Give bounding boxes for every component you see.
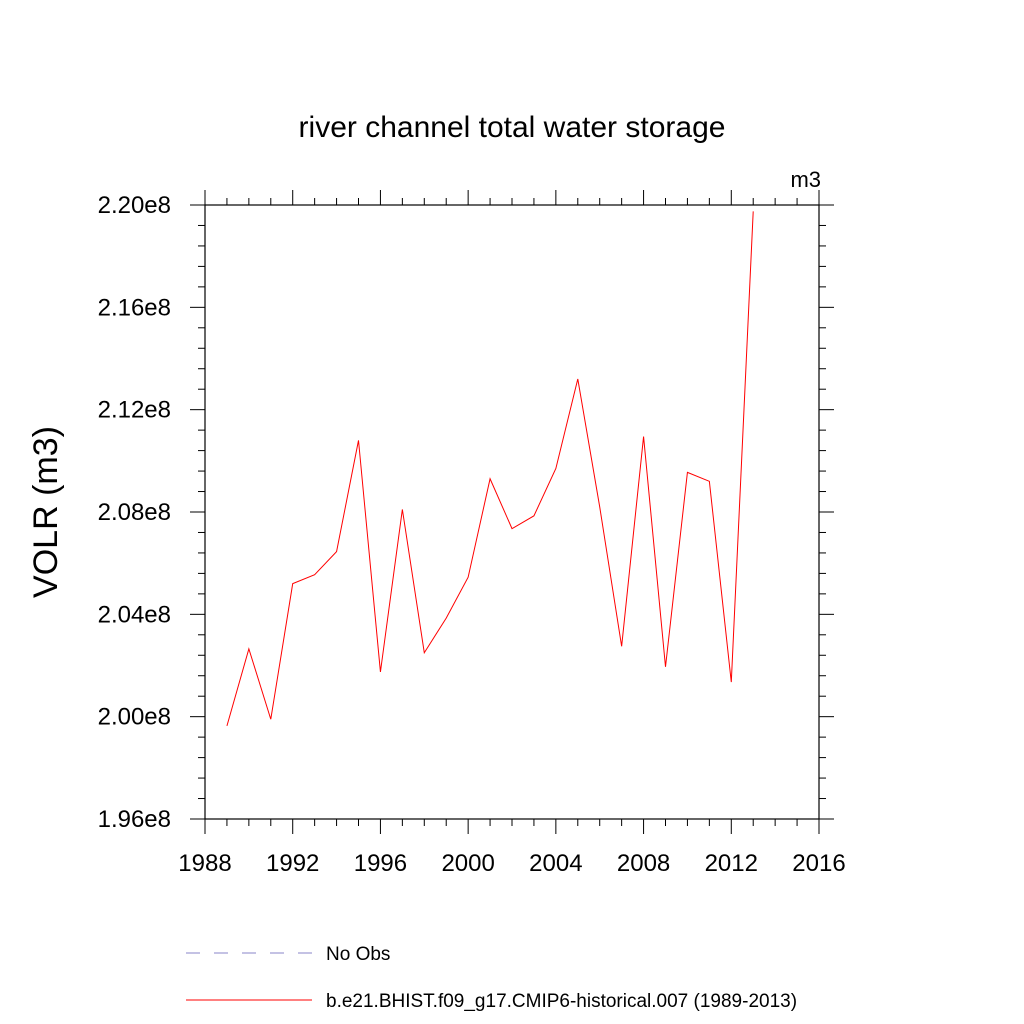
y-tick-label: 1.96e8: [98, 806, 171, 833]
legend-label-historical: b.e21.BHIST.f09_g17.CMIP6-historical.007…: [326, 991, 797, 1012]
y-tick-label: 2.12e8: [98, 397, 171, 424]
x-tick-label: 1988: [178, 850, 231, 877]
y-tick-label: 2.16e8: [98, 294, 171, 321]
series-layer: [226, 211, 754, 727]
chart-title: river channel total water storage: [299, 111, 726, 144]
series-line-1: [226, 211, 754, 727]
y-axis-label: VOLR (m3): [27, 426, 65, 598]
x-tick-label: 2012: [705, 850, 758, 877]
axis-ticks: 1988 1992 1996 2000 2004 2008 2012 2016 1.96e8 2.…: [98, 190, 846, 877]
legend-label-no-obs: No Obs: [326, 944, 390, 965]
y-tick-label: 2.00e8: [98, 704, 171, 731]
x-tick-label: 1992: [266, 850, 319, 877]
x-tick-label: 2000: [441, 850, 494, 877]
y-tick-label: 2.08e8: [98, 499, 171, 526]
y-tick-label: 2.04e8: [98, 601, 171, 628]
x-tick-label: 1996: [354, 850, 407, 877]
plot-frame: [204, 204, 820, 820]
legend: No Obs b.e21.BHIST.f09_g17.CMIP6-histori…: [186, 944, 797, 1012]
x-tick-label: 2016: [792, 850, 845, 877]
units-label: m3: [790, 167, 821, 192]
y-tick-label: 2.20e8: [98, 192, 171, 219]
x-tick-label: 2008: [617, 850, 670, 877]
x-tick-label: 2004: [529, 850, 582, 877]
